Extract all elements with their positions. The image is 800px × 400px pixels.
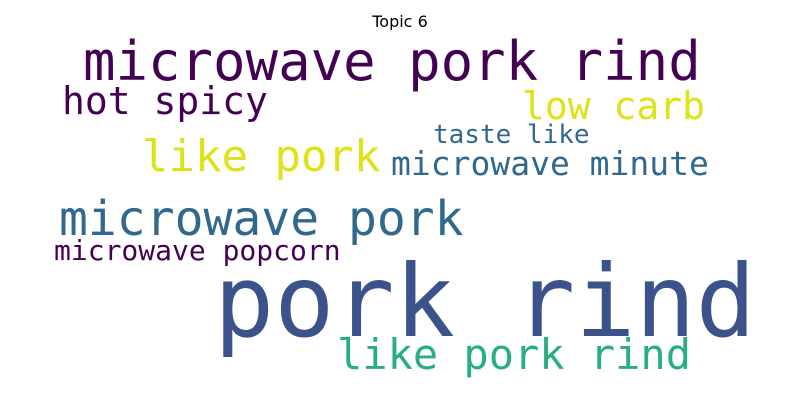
word-taste-like: taste like: [433, 120, 590, 150]
word-like-pork-rind: like pork rind: [337, 330, 692, 379]
word-microwave-minute: microwave minute: [391, 144, 709, 183]
word-hot-spicy: hot spicy: [62, 79, 268, 123]
word-pork-rind: pork rind: [214, 243, 756, 360]
figure-title: Topic 6: [372, 12, 428, 31]
word-like-pork: like pork: [142, 131, 381, 182]
word-microwave-pork-rind: microwave pork rind: [83, 30, 701, 93]
word-cloud: microwave pork rind hot spicy low carb t…: [49, 30, 756, 382]
word-microwave-pork: microwave pork: [59, 191, 464, 247]
word-low-carb: low carb: [522, 84, 706, 128]
word-microwave-popcorn: microwave popcorn: [54, 234, 341, 267]
